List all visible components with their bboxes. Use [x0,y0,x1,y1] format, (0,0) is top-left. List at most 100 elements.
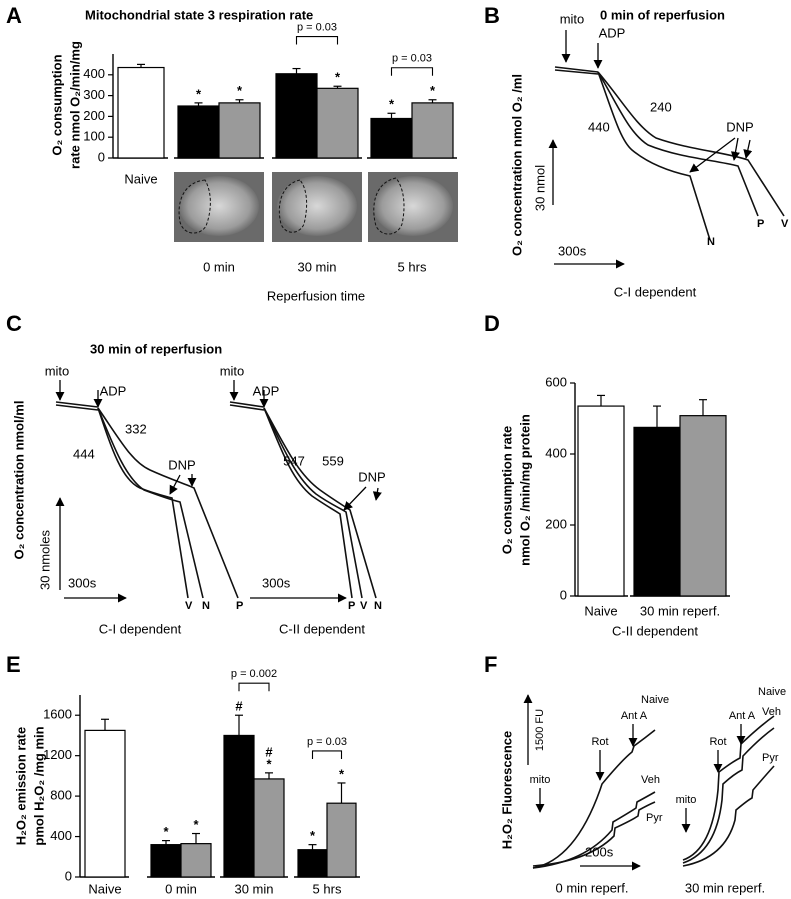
dnp-label: DNP [358,469,385,484]
x-tick-label: 30 min reperf. [640,603,720,618]
brain-images [174,172,458,242]
rate-label: 440 [588,119,610,134]
annotation: p = 0.002 [231,668,277,680]
y-tick-label: 200 [83,108,105,123]
x-axis-label: 0 min reperf. [556,880,629,895]
bar [117,66,165,159]
x-axis-label: C-II dependent [279,621,365,636]
mito-label: mito [220,363,245,378]
bar [275,73,318,159]
y-axis-label: O₂ consumption rate [499,426,514,555]
x-tick-label: 30 min [234,881,273,896]
significance-mark: * [339,766,345,781]
time-scale: 300s [558,243,587,258]
y-axis-label: nmol O₂ /min/mg protein [517,414,532,566]
trace-end-label: V [185,600,193,612]
trace [97,407,189,599]
panel-title: 0 min of reperfusion [600,7,725,22]
trace [55,401,99,408]
trace-end-label: P [757,218,764,230]
arrow [689,137,736,173]
x-tick-label: Naive [88,881,121,896]
bar [297,849,328,878]
bracket [238,682,270,692]
mito-label: mito [45,363,70,378]
panel-label: A [6,3,22,28]
y-tick-label: 0 [98,149,105,164]
rot-label: Rot [591,736,608,748]
x-axis-label: C-I dependent [99,621,182,636]
y-tick-label: 800 [50,788,72,803]
bracket [311,750,343,759]
trace [682,715,775,861]
fluorescence-scale: 1500 FU [534,709,546,751]
bar [177,105,220,159]
anta-label: Ant A [621,710,648,722]
rate-label: 547 [283,453,305,468]
panel-label: F [484,652,497,677]
arrow [169,474,181,495]
y-tick-label: 600 [545,374,567,389]
arrow [343,486,367,511]
y-axis-label: rate nmol O₂/min/mg [67,41,82,169]
y-axis-label: H₂O₂ emission rate [13,727,28,845]
arrow [372,487,382,501]
significance-mark: * [335,70,341,85]
panel-label: D [484,311,500,336]
panel-label: B [484,3,500,28]
x-tick-label: 30 min [297,259,336,274]
annotation: p = 0.03 [392,53,432,65]
infarct-outline [373,177,405,235]
conc-scale: 30 nmol [532,165,547,211]
trace [229,401,265,408]
bar [253,778,285,878]
x-axis-label: Reperfusion time [267,288,365,303]
infarct-outline [178,179,211,234]
bar [411,102,454,159]
trace-name: Pyr [762,752,779,764]
y-tick-label: 200 [545,516,567,531]
trace [682,765,775,867]
y-axis-label: O₂ concentration nmol/ml [11,401,26,560]
trace-name: Veh [641,774,660,786]
trace [597,71,759,217]
trace [554,66,599,73]
bar [223,734,255,878]
x-tick-label: 0 min [165,881,197,896]
mito-label: mito [676,794,697,806]
y-axis-label: O₂ concentration nmol O₂ /ml [509,74,524,256]
panel-b: 0 min of reperfusion mito ADP 240 440 DN… [509,7,789,299]
trace [597,71,711,241]
trace [682,727,775,864]
trace [532,791,656,869]
mito-label: mito [560,11,585,26]
significance-mark: * [389,97,395,112]
trace-name: Naive [641,694,669,706]
x-axis-label: C-I dependent [614,284,697,299]
significance-mark: * [163,824,169,839]
y-tick-label: 0 [560,587,567,602]
bar [633,426,681,597]
significance-mark: * [193,817,199,832]
bracket [295,36,339,45]
trace-end-label: V [781,218,789,230]
dnp-label: DNP [168,457,195,472]
trace [55,404,99,411]
conc-scale: 30 nmoles [37,530,52,590]
trace-end-label: N [374,600,382,612]
rate-label: 332 [125,421,147,436]
x-tick-label: 0 min [203,259,235,274]
significance-mark: # [265,744,273,759]
rot-label: Rot [709,736,726,748]
time-scale: 300s [262,575,291,590]
trace [532,729,656,869]
y-tick-label: 400 [50,828,72,843]
trace [97,407,239,599]
x-axis-label: 30 min reperf. [685,880,765,895]
anta-label: Ant A [729,710,756,722]
x-axis-label: C-II dependent [612,623,698,638]
y-axis-label: O₂ consumption [49,54,64,155]
annotation: p = 0.03 [297,21,337,33]
y-axis-label: H₂O₂ Fluorescence [499,731,514,849]
